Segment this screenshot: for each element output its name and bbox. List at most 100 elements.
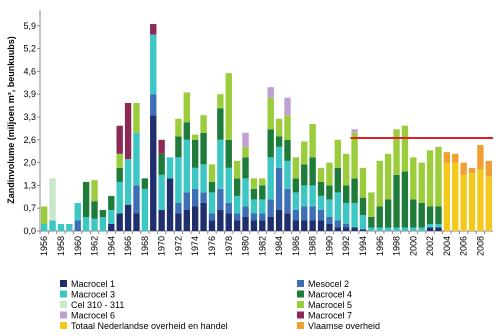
bar-segment bbox=[242, 157, 249, 179]
y-tick-label: 2,0 bbox=[23, 158, 36, 168]
bar-segment bbox=[158, 209, 165, 231]
bar-segment bbox=[351, 178, 358, 203]
bar-segment bbox=[301, 185, 308, 207]
legend-swatch bbox=[297, 301, 304, 308]
legend-swatch bbox=[297, 311, 304, 319]
y-tick-label: 1,3 bbox=[23, 180, 36, 190]
bar-segment bbox=[99, 209, 107, 217]
bar-segment bbox=[91, 218, 98, 231]
bar-segment bbox=[250, 188, 258, 200]
bar-segment bbox=[376, 227, 383, 231]
bar-segment bbox=[334, 139, 341, 168]
bar-segment bbox=[217, 139, 224, 189]
bar-segment bbox=[208, 213, 216, 221]
bar-segment bbox=[334, 227, 341, 231]
bar-segment bbox=[74, 220, 81, 231]
bar-segment bbox=[250, 178, 258, 189]
bar-segment bbox=[133, 185, 140, 214]
bar-segment bbox=[183, 192, 190, 210]
legend-swatch bbox=[297, 280, 304, 287]
bar-segment bbox=[91, 180, 98, 202]
bar-segment bbox=[242, 206, 249, 217]
bar-segment bbox=[351, 132, 358, 179]
x-tick-label: 1956 bbox=[39, 236, 49, 256]
bar-segment bbox=[452, 153, 459, 163]
bar-segment bbox=[192, 134, 199, 140]
legend-swatch bbox=[60, 280, 67, 287]
bar-segment bbox=[150, 24, 157, 35]
bar-segment bbox=[477, 169, 484, 231]
bar-segment bbox=[141, 178, 149, 189]
legend-swatch bbox=[60, 322, 67, 329]
bar-segment bbox=[108, 195, 115, 210]
bar-segment bbox=[401, 125, 409, 172]
y-tick-label: 0,0 bbox=[23, 226, 36, 236]
bar-segment bbox=[82, 181, 90, 217]
bar-segment bbox=[393, 174, 400, 228]
bar-segment bbox=[426, 227, 434, 231]
y-tick-label: 3,9 bbox=[23, 89, 36, 99]
bar-segment bbox=[242, 146, 249, 158]
bar-segment bbox=[41, 206, 48, 224]
bar-segment bbox=[225, 167, 232, 203]
bar-segment bbox=[275, 209, 283, 231]
x-tick-label: 2002 bbox=[425, 236, 435, 256]
bar-segment bbox=[225, 202, 232, 214]
bar-segment bbox=[426, 223, 434, 228]
bar-segment bbox=[259, 178, 266, 186]
bar-segment bbox=[183, 122, 190, 140]
bar-segment bbox=[435, 223, 442, 228]
bar-segment bbox=[309, 157, 316, 186]
bar-segment bbox=[443, 162, 451, 231]
bar-segment bbox=[376, 160, 383, 207]
bar-segment bbox=[141, 188, 149, 231]
x-tick-label: 1976 bbox=[207, 236, 217, 256]
bar-segment bbox=[351, 202, 358, 228]
bar-segment bbox=[233, 160, 241, 179]
bar-segment bbox=[259, 220, 266, 231]
bar-segment bbox=[393, 227, 400, 231]
bar-segment bbox=[192, 167, 199, 189]
bar-segment bbox=[410, 157, 417, 200]
bar-segment bbox=[225, 139, 232, 168]
bar-segment bbox=[116, 153, 123, 168]
bar-segment bbox=[368, 192, 375, 217]
bar-segment bbox=[150, 34, 157, 95]
bar-segment bbox=[468, 173, 476, 231]
bar-segment bbox=[242, 178, 249, 207]
bar-segment bbox=[284, 213, 291, 231]
y-axis-label: Zandinvolume (miljoen m³, beunkuubs) bbox=[6, 36, 16, 204]
bar-segment bbox=[309, 185, 316, 207]
bar-segment bbox=[401, 227, 409, 231]
bar-segment bbox=[292, 157, 300, 179]
x-tick-label: 2000 bbox=[408, 236, 418, 256]
legend-label: Totaal Nederlandse overheid en handel bbox=[71, 321, 228, 331]
bar-segment bbox=[317, 209, 325, 221]
bar-segment bbox=[175, 157, 182, 203]
legend-label: Macrocel 3 bbox=[71, 290, 115, 300]
bar-segment bbox=[49, 220, 56, 231]
legend-swatch bbox=[60, 311, 67, 319]
bar-segment bbox=[41, 223, 48, 231]
bar-segment bbox=[192, 188, 199, 207]
bar-segment bbox=[183, 209, 190, 231]
legend-swatch bbox=[60, 290, 67, 298]
bar-segment bbox=[343, 227, 350, 231]
bar-segment bbox=[259, 199, 266, 214]
bar-segment bbox=[217, 94, 224, 109]
bar-segment bbox=[334, 167, 341, 193]
bar-segment bbox=[368, 216, 375, 228]
bar-segment bbox=[309, 220, 316, 231]
x-tick-label: 1986 bbox=[291, 236, 301, 256]
bar-segment bbox=[166, 178, 174, 231]
legend-swatch bbox=[60, 301, 67, 308]
bar-segment bbox=[326, 223, 333, 231]
bar-segment bbox=[233, 178, 241, 196]
bar-segment bbox=[326, 185, 333, 200]
x-tick-label: 1966 bbox=[123, 236, 133, 256]
bar-segment bbox=[343, 185, 350, 203]
bar-segment bbox=[267, 199, 274, 217]
x-tick-label: 2006 bbox=[459, 236, 469, 256]
bar-segment bbox=[292, 209, 300, 221]
